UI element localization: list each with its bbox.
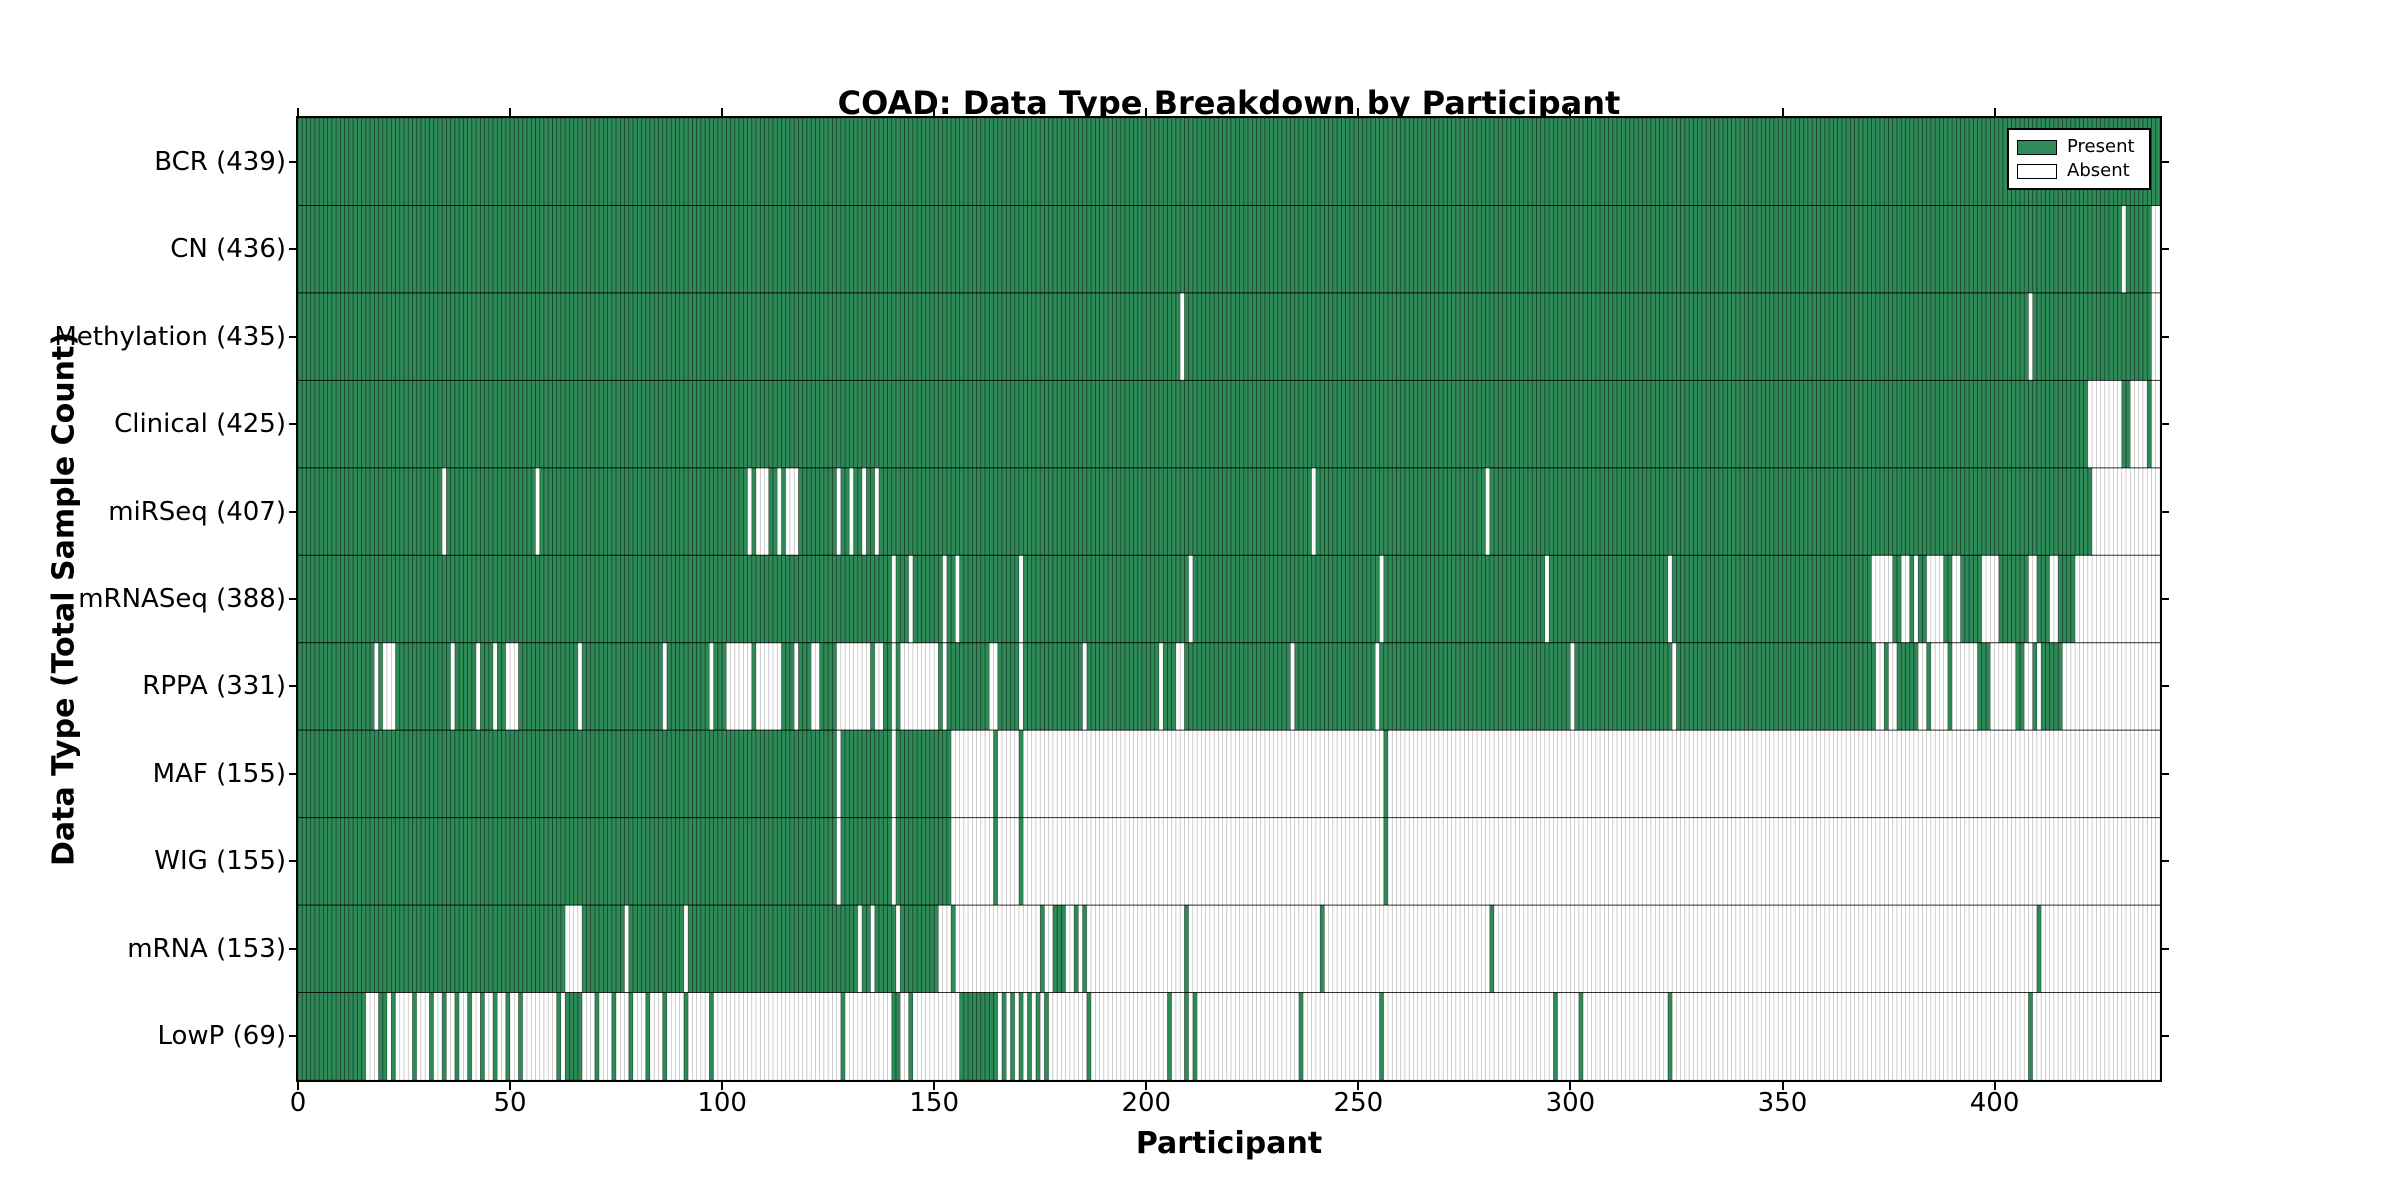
x-tick-top	[1569, 108, 1572, 116]
legend-label-absent: Absent	[2067, 160, 2130, 181]
x-tick	[1993, 1082, 1996, 1090]
x-tick-label: 350	[1757, 1088, 1808, 1118]
y-tick-right	[2162, 598, 2169, 600]
y-tick	[289, 510, 296, 513]
x-tick-label: 400	[1969, 1088, 2020, 1118]
x-tick	[1145, 1082, 1148, 1090]
x-tick	[1569, 1082, 1572, 1090]
y-tick	[289, 685, 296, 688]
x-axis-title: Participant	[1135, 1126, 1323, 1161]
y-tick	[289, 1035, 296, 1038]
y-tick-label: CN (436)	[170, 234, 286, 265]
x-tick-top	[1357, 108, 1360, 116]
x-tick	[297, 1082, 299, 1090]
y-tick-label: mRNASeq (388)	[78, 584, 286, 614]
heatmap-row-BCR	[298, 118, 2160, 206]
heatmap-row-mRNASeq	[298, 554, 2160, 644]
heatmap-row-Methylation	[298, 292, 2160, 381]
legend-item-present: Present	[2017, 138, 2141, 156]
x-tick-label: 250	[1333, 1088, 1384, 1118]
x-tick-top	[721, 108, 724, 116]
heatmap-row-CN	[298, 205, 2160, 294]
x-tick	[1781, 1082, 1784, 1090]
y-tick-label: LowP (69)	[157, 1021, 286, 1052]
x-tick-top	[509, 108, 512, 116]
y-tick	[289, 248, 296, 251]
legend-item-absent: Absent	[2017, 162, 2141, 180]
y-tick-label: MAF (155)	[152, 758, 286, 789]
y-tick-right	[2162, 335, 2169, 338]
heatmap-row-RPPA	[298, 642, 2160, 731]
y-tick-label: miRSeq (407)	[108, 496, 286, 527]
y-tick	[289, 860, 296, 863]
y-tick-right	[2162, 685, 2169, 688]
x-tick	[933, 1082, 936, 1090]
y-tick-label: mRNA (153)	[127, 933, 286, 964]
legend-label-present: Present	[2067, 136, 2135, 157]
heatmap-canvas	[298, 118, 2160, 1080]
heatmap-row-MAF	[298, 729, 2160, 818]
y-tick-right	[2162, 160, 2169, 163]
heatmap-row-mRNA	[298, 904, 2160, 993]
x-tick-top	[933, 108, 936, 116]
x-tick-label: 0	[289, 1088, 307, 1118]
x-tick	[721, 1082, 724, 1090]
y-tick-label: Clinical (425)	[114, 409, 286, 440]
y-tick-label: RPPA (331)	[142, 671, 286, 702]
x-tick-label: 50	[493, 1088, 527, 1118]
heatmap-row-miRSeq	[298, 467, 2160, 556]
x-tick-label: 100	[697, 1088, 747, 1118]
x-tick-label: 150	[909, 1088, 960, 1118]
y-tick-right	[2162, 947, 2169, 950]
y-tick-label: Methylation (435)	[54, 321, 286, 352]
chart-title: COAD: Data Type Breakdown by Participant	[837, 84, 1621, 122]
legend: Present Absent	[2007, 128, 2151, 190]
y-tick-label: BCR (439)	[154, 146, 286, 177]
y-tick-right	[2162, 860, 2169, 863]
heatmap-row-LowP	[298, 992, 2160, 1080]
heatmap-row-Clinical	[298, 380, 2160, 469]
y-tick	[289, 423, 296, 426]
y-tick	[289, 772, 296, 775]
x-tick-top	[1145, 108, 1148, 116]
y-tick-right	[2162, 1035, 2169, 1038]
legend-swatch-present-icon	[2017, 139, 2057, 155]
x-tick-top	[297, 108, 299, 116]
legend-swatch-absent-icon	[2017, 163, 2057, 179]
y-tick-right	[2162, 423, 2169, 426]
y-tick	[289, 160, 296, 163]
y-tick	[289, 947, 296, 950]
y-tick	[289, 598, 296, 600]
x-tick-label: 300	[1545, 1088, 1596, 1118]
heatmap-row-WIG	[298, 817, 2160, 906]
x-tick-top	[1993, 108, 1996, 116]
x-tick-label: 200	[1121, 1088, 1172, 1118]
x-tick	[509, 1082, 512, 1090]
y-tick-right	[2162, 772, 2169, 775]
y-tick-label: WIG (155)	[154, 846, 286, 877]
x-tick-top	[1781, 108, 1784, 116]
x-tick	[1357, 1082, 1360, 1090]
y-tick-right	[2162, 510, 2169, 513]
y-tick	[289, 335, 296, 338]
y-tick-right	[2162, 248, 2169, 251]
